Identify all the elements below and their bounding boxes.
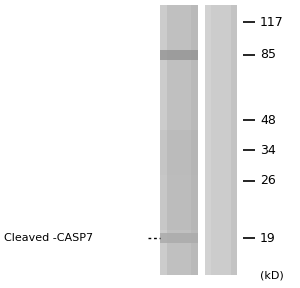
Text: (kD): (kD) (260, 270, 284, 280)
Bar (205, 5, 211, 275)
Bar (231, 5, 237, 275)
Bar (160, 50, 198, 60)
Text: 19: 19 (260, 232, 276, 245)
Bar (160, 233, 198, 243)
Text: 26: 26 (260, 175, 276, 187)
Bar (191, 5, 198, 275)
Bar (160, 130, 198, 175)
Text: 117: 117 (260, 16, 284, 29)
Bar (160, 5, 198, 275)
Text: 85: 85 (260, 48, 276, 62)
Text: Cleaved -CASP7: Cleaved -CASP7 (4, 233, 93, 243)
Text: 48: 48 (260, 113, 276, 126)
Text: 34: 34 (260, 143, 276, 156)
Bar (160, 5, 167, 275)
Bar (160, 175, 198, 230)
Bar (205, 5, 237, 275)
